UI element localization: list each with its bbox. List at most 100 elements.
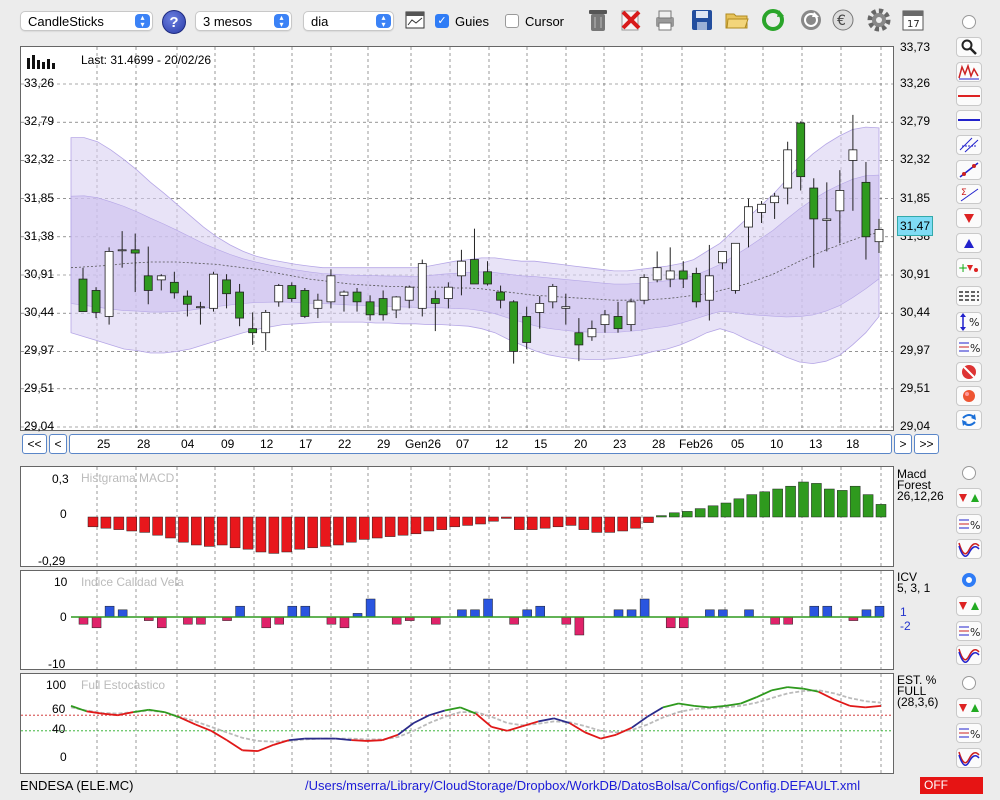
stop-icon[interactable] [956, 362, 982, 382]
macd-bar [152, 516, 163, 536]
config-path-link[interactable]: /Users/mserra/Library/CloudStorage/Dropb… [305, 778, 861, 793]
stochastic-line-segment [460, 706, 477, 715]
svg-text:%: % [969, 316, 979, 329]
y-tick-label: 29,51 [24, 380, 55, 395]
y-tick-label: 29,97 [900, 343, 931, 358]
chart-type-select[interactable]: CandleSticks ▴ ▾ [20, 11, 153, 31]
settings-icon[interactable] [865, 6, 893, 34]
chart-type-value: CandleSticks [28, 14, 104, 29]
signal-arrows-icon[interactable] [956, 488, 982, 508]
chart-style-icon[interactable] [956, 62, 982, 82]
period-value: 3 mesos [203, 14, 253, 29]
help-icon[interactable]: ? [162, 10, 186, 34]
icv-chart[interactable] [21, 571, 893, 669]
arrow-down-red-icon[interactable] [956, 208, 982, 228]
stoch-ytick-100: 100 [46, 678, 67, 692]
add-signal-icon[interactable]: + [956, 258, 982, 278]
oscillator-curve-icon[interactable] [956, 748, 982, 768]
x-tick-label: Feb26 [679, 437, 714, 451]
icv-bar [613, 609, 624, 618]
panel-select-radio[interactable] [962, 15, 976, 29]
status-badge[interactable]: OFF [920, 777, 983, 794]
grid-lines-icon[interactable] [956, 286, 982, 306]
arrow-up-blue-icon[interactable] [956, 233, 982, 253]
open-folder-icon[interactable] [723, 6, 751, 34]
nav-prev-button[interactable]: < [49, 434, 67, 454]
percent-lines-icon[interactable]: % [956, 337, 982, 357]
channel-icon[interactable] [956, 135, 982, 155]
macd-bar [178, 516, 189, 543]
chart-window-icon[interactable] [401, 6, 429, 34]
zoom-icon[interactable] [956, 37, 982, 57]
percent-lines-icon[interactable]: % [956, 621, 982, 641]
moving-average-line [70, 232, 880, 301]
svg-text:%: % [970, 626, 980, 639]
trash-icon[interactable] [584, 6, 612, 34]
candle [691, 267, 701, 308]
save-icon[interactable] [688, 6, 716, 34]
price-chart[interactable] [21, 47, 893, 430]
sync-icon[interactable] [797, 6, 825, 34]
icv-bar [809, 605, 820, 618]
swap-icon[interactable] [956, 410, 982, 430]
cursor-checkbox[interactable] [505, 14, 519, 28]
candle [130, 233, 140, 293]
candle-body [535, 303, 545, 313]
icv-bar [470, 609, 480, 618]
delete-icon[interactable] [617, 6, 645, 34]
last-price-label: Last: 31.4699 - 20/02/26 [81, 53, 212, 67]
percent-scale-icon[interactable]: % [956, 312, 982, 332]
macd-bar [436, 516, 448, 530]
stochastic-line-segment [615, 726, 633, 736]
refresh-icon[interactable] [759, 6, 787, 34]
percent-lines-icon[interactable]: % [956, 723, 982, 743]
stochastic-line-segment [148, 708, 165, 713]
percent-lines-icon[interactable]: % [956, 514, 982, 534]
stochastic-line-segment [849, 704, 866, 709]
nav-next-button[interactable]: > [894, 434, 912, 454]
oscillator-curve-icon[interactable] [956, 645, 982, 665]
candle-body [600, 314, 610, 325]
print-icon[interactable] [651, 6, 679, 34]
macd-bar [87, 516, 99, 528]
guides-checkbox[interactable]: ✓ [435, 14, 449, 28]
nav-last-button[interactable]: >> [914, 434, 939, 454]
stochastic-line-segment [164, 711, 181, 719]
x-tick-label: 09 [221, 437, 235, 451]
stochastic-line-segment [351, 739, 368, 742]
icv-panel-radio[interactable] [962, 573, 976, 587]
horizontal-blue-line-icon[interactable] [956, 110, 982, 130]
icv-bar [822, 605, 833, 618]
trendline-icon[interactable] [956, 160, 982, 180]
candle [287, 282, 297, 302]
macd-bar [630, 516, 641, 529]
period-select[interactable]: 3 mesos ▴ ▾ [195, 11, 292, 31]
signal-arrows-icon[interactable] [956, 698, 982, 718]
nav-first-button[interactable]: << [22, 434, 47, 454]
horizontal-red-line-icon[interactable] [956, 86, 982, 106]
y-tick-label: 30,44 [900, 305, 931, 320]
candle-body [117, 249, 127, 252]
candle-body [248, 328, 258, 334]
icv-bar [431, 616, 441, 625]
oscillator-curve-icon[interactable] [956, 539, 982, 559]
stochastic-chart[interactable] [21, 674, 893, 773]
candle [835, 170, 845, 244]
macd-bar [643, 516, 654, 523]
interval-select[interactable]: dia ▴ ▾ [303, 11, 394, 31]
record-icon[interactable] [956, 386, 982, 406]
y-tick-label: 29,97 [24, 343, 55, 358]
calendar-icon[interactable]: 17 [899, 6, 927, 34]
stoch-panel-radio[interactable] [962, 676, 976, 690]
macd-chart[interactable] [21, 467, 893, 566]
candle-body [365, 301, 375, 316]
signal-arrows-icon[interactable] [956, 596, 982, 616]
macd-panel-radio[interactable] [962, 466, 976, 480]
candle-body [274, 285, 284, 303]
candle-body [404, 286, 414, 301]
euro-icon[interactable]: € [829, 6, 857, 34]
sum-trend-icon[interactable]: Σ [956, 184, 982, 204]
icv-bar [326, 616, 337, 625]
candle [261, 309, 271, 351]
candle-body [770, 195, 780, 204]
